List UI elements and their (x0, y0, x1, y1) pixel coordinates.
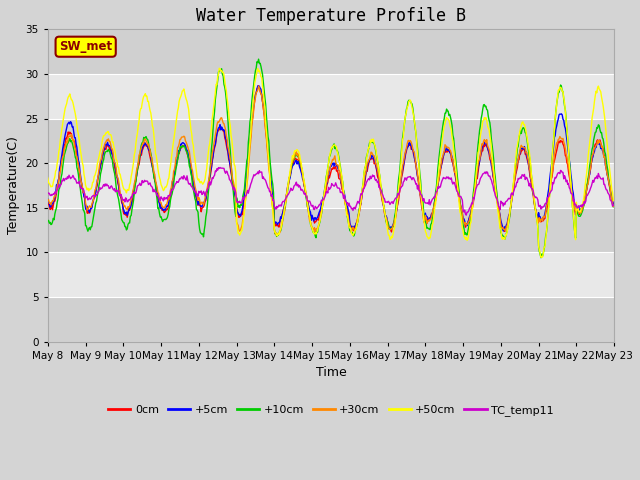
Bar (48, 74, 614, 119)
Bar (48, 297, 614, 342)
Text: SW_met: SW_met (59, 40, 112, 53)
Bar (48, 163, 614, 208)
Bar (48, 208, 614, 252)
Legend: 0cm, +5cm, +10cm, +30cm, +50cm, TC_temp11: 0cm, +5cm, +10cm, +30cm, +50cm, TC_temp1… (104, 400, 558, 420)
Bar (48, 29, 614, 74)
X-axis label: Time: Time (316, 366, 346, 379)
Bar (48, 252, 614, 297)
Y-axis label: Temperature(C): Temperature(C) (7, 136, 20, 234)
Title: Water Temperature Profile B: Water Temperature Profile B (196, 7, 466, 25)
Bar (48, 119, 614, 163)
